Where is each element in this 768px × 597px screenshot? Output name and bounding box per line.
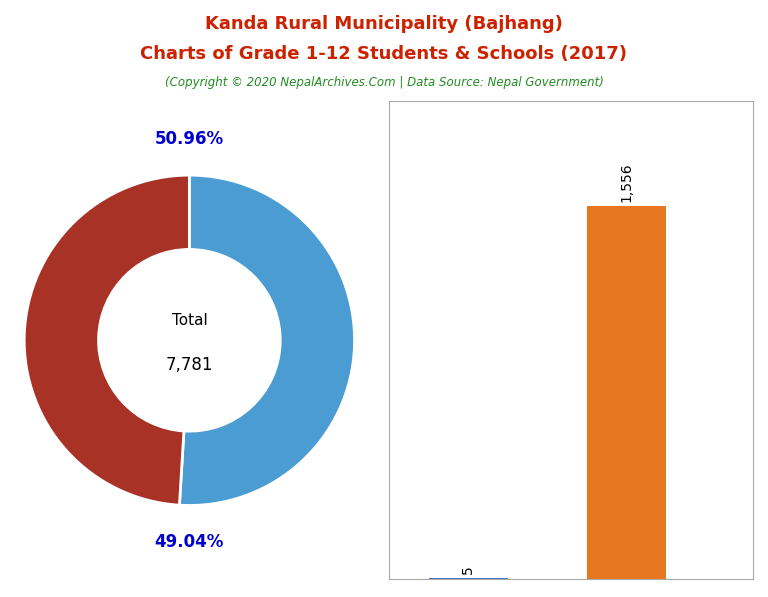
Text: Total: Total bbox=[171, 313, 207, 328]
Text: Kanda Rural Municipality (Bajhang): Kanda Rural Municipality (Bajhang) bbox=[205, 15, 563, 33]
Bar bbox=[587, 206, 666, 579]
Text: 1,556: 1,556 bbox=[619, 162, 634, 202]
Wedge shape bbox=[180, 175, 355, 506]
Text: 49.04%: 49.04% bbox=[154, 533, 224, 551]
Text: 7,781: 7,781 bbox=[166, 356, 214, 374]
Bar bbox=[429, 578, 508, 579]
Text: 5: 5 bbox=[462, 565, 475, 574]
Wedge shape bbox=[25, 175, 190, 505]
Text: Charts of Grade 1-12 Students & Schools (2017): Charts of Grade 1-12 Students & Schools … bbox=[141, 45, 627, 63]
Text: (Copyright © 2020 NepalArchives.Com | Data Source: Nepal Government): (Copyright © 2020 NepalArchives.Com | Da… bbox=[164, 76, 604, 90]
Text: 50.96%: 50.96% bbox=[155, 130, 224, 148]
